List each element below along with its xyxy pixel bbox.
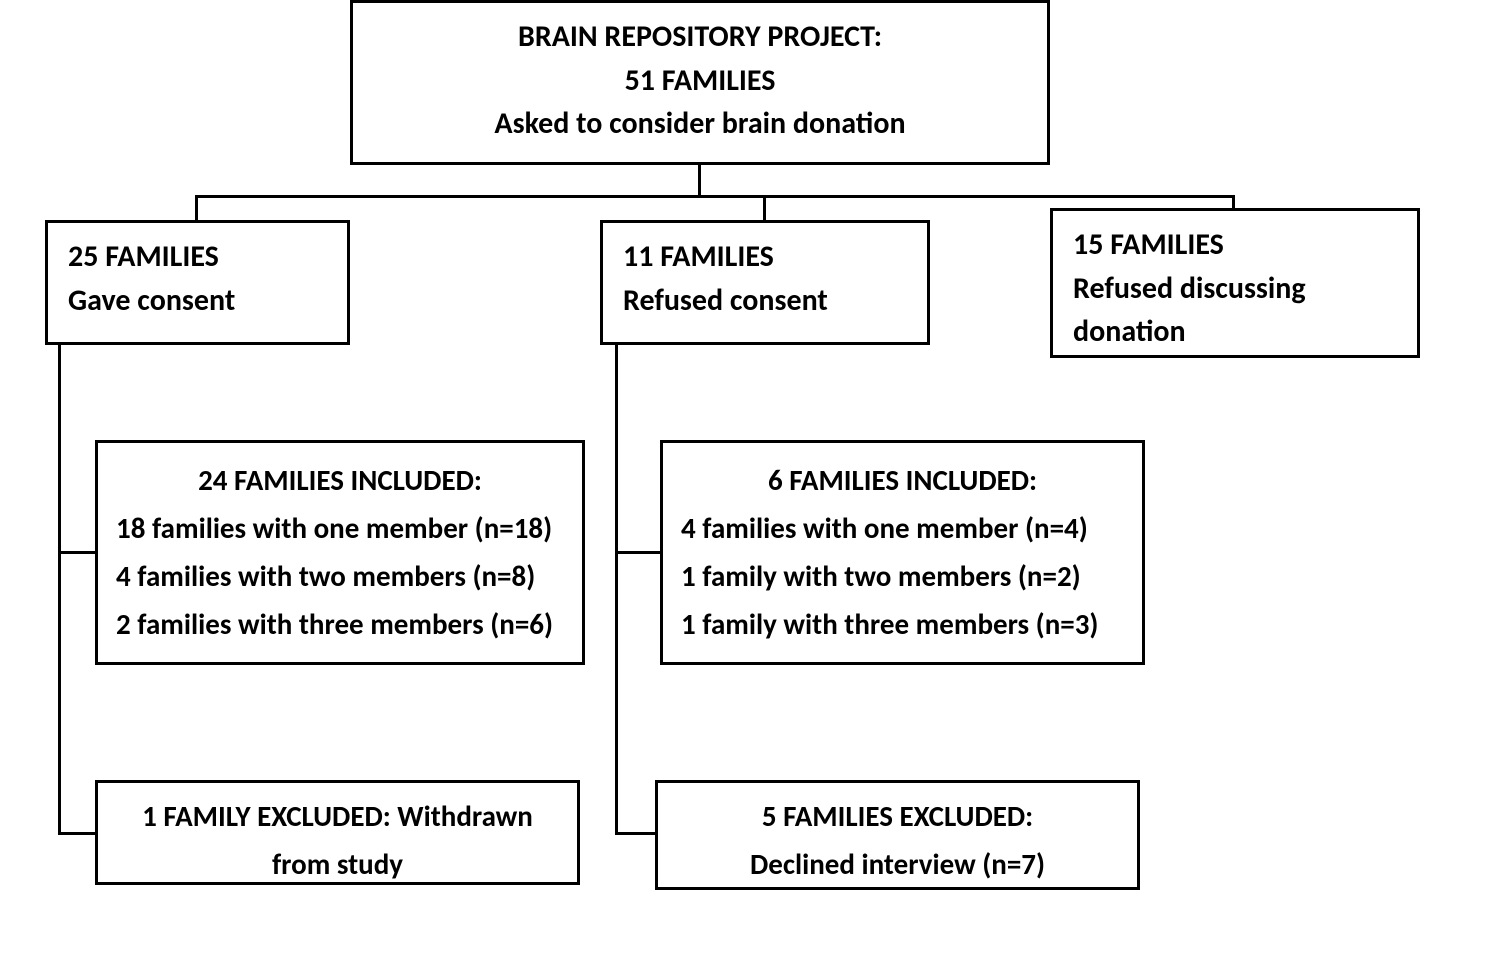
connector-consent-to-excluded [58,832,95,835]
root-line2: 51 FAMILIES [373,59,1027,103]
consent-included-box: 24 FAMILIES INCLUDED: 18 families with o… [95,440,585,665]
connector-refused-bracket-main [615,345,618,835]
refused-discussing-line2: Refused discussing [1073,267,1397,311]
consent-line2: Gave consent [68,279,327,323]
refused-consent-line1: 11 FAMILIES [623,235,907,279]
connector-to-consent [195,195,198,220]
consent-included-line1: 18 families with one member (n=18) [116,505,564,553]
connector-to-refused-consent [763,195,766,220]
connector-refused-to-excluded [615,832,655,835]
connector-root-down [698,165,701,197]
refused-discussing-line1: 15 FAMILIES [1073,223,1397,267]
root-box: BRAIN REPOSITORY PROJECT: 51 FAMILIES As… [350,0,1050,165]
connector-to-refused-discussing [1232,195,1235,208]
refused-consent-box: 11 FAMILIES Refused consent [600,220,930,345]
connector-horizontal-main [195,195,1235,198]
refused-discussing-line3: donation [1073,310,1397,354]
consent-included-line3: 2 families with three members (n=6) [116,601,564,649]
refused-consent-line2: Refused consent [623,279,907,323]
refused-included-line1: 4 families with one member (n=4) [681,505,1124,553]
connector-consent-bracket-main [58,345,61,835]
refused-included-header: 6 FAMILIES INCLUDED: [681,457,1124,503]
consent-line1: 25 FAMILIES [68,235,327,279]
refused-excluded-line2: Declined interview (n=7) [676,841,1119,889]
consent-included-line2: 4 families with two members (n=8) [116,553,564,601]
refused-discussing-box: 15 FAMILIES Refused discussing donation [1050,208,1420,358]
root-line1: BRAIN REPOSITORY PROJECT: [373,15,1027,59]
consent-excluded-box: 1 FAMILY EXCLUDED: Withdrawn from study [95,780,580,885]
consent-excluded-line2: from study [116,841,559,889]
connector-consent-to-included [58,551,95,554]
root-line3: Asked to consider brain donation [373,102,1027,146]
consent-included-header: 24 FAMILIES INCLUDED: [116,457,564,503]
connector-refused-to-included [615,551,660,554]
refused-excluded-box: 5 FAMILIES EXCLUDED: Declined interview … [655,780,1140,890]
consent-excluded-line1: 1 FAMILY EXCLUDED: Withdrawn [116,793,559,841]
refused-included-line3: 1 family with three members (n=3) [681,601,1124,649]
refused-included-box: 6 FAMILIES INCLUDED: 4 families with one… [660,440,1145,665]
refused-excluded-line1: 5 FAMILIES EXCLUDED: [676,793,1119,841]
refused-included-line2: 1 family with two members (n=2) [681,553,1124,601]
consent-box: 25 FAMILIES Gave consent [45,220,350,345]
